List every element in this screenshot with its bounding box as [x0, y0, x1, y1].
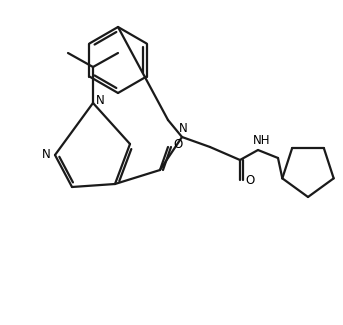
Text: O: O	[173, 137, 182, 150]
Text: N: N	[96, 94, 104, 107]
Text: N: N	[42, 148, 50, 161]
Text: N: N	[179, 123, 187, 136]
Text: O: O	[245, 174, 255, 187]
Text: NH: NH	[253, 135, 271, 148]
